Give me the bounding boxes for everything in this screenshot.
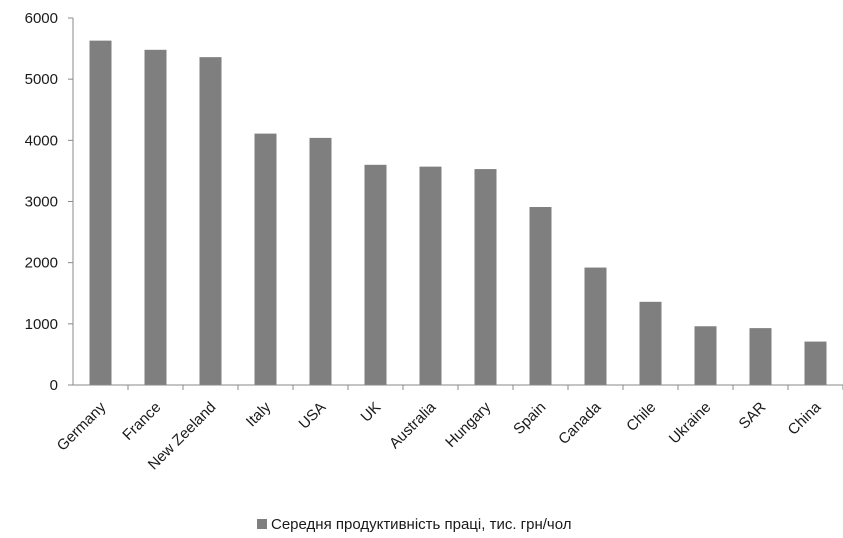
bar-germany bbox=[89, 40, 112, 386]
legend-swatch bbox=[257, 519, 267, 529]
x-category-label: USA bbox=[295, 399, 329, 433]
x-category-label: Ukraine bbox=[666, 399, 715, 448]
x-category-label: China bbox=[785, 398, 825, 438]
x-category-label: Canada bbox=[555, 398, 605, 448]
bar-australia bbox=[419, 166, 442, 385]
bar-canada bbox=[584, 267, 607, 385]
bar-hungary bbox=[474, 169, 497, 385]
y-tick-label: 6000 bbox=[25, 10, 58, 27]
bar-chile bbox=[639, 301, 662, 385]
bars bbox=[89, 40, 827, 386]
bar-new-zeeland bbox=[199, 57, 222, 385]
y-tick-label: 4000 bbox=[25, 132, 58, 149]
y-tick-label: 5000 bbox=[25, 71, 58, 88]
x-category-label: SAR bbox=[735, 399, 769, 433]
bar-china bbox=[804, 341, 827, 385]
bar-sar bbox=[749, 328, 772, 385]
x-category-label: France bbox=[119, 399, 164, 444]
y-tick-label: 0 bbox=[50, 377, 58, 394]
bar-ukraine bbox=[694, 326, 717, 385]
x-category-label: Australia bbox=[386, 398, 440, 452]
x-category-label: Germany bbox=[54, 398, 110, 454]
y-tick-label: 1000 bbox=[25, 316, 58, 333]
x-category-label: Spain bbox=[510, 399, 549, 438]
y-tick-label: 3000 bbox=[25, 194, 58, 211]
y-axis: 0 1000 2000 3000 4000 5000 6000 bbox=[25, 10, 74, 394]
x-category-label: UK bbox=[358, 399, 385, 426]
legend-label: Середня продуктивність праці, тис. грн/ч… bbox=[271, 516, 572, 533]
x-category-label: Italy bbox=[243, 398, 275, 430]
legend: Середня продуктивність праці, тис. грн/ч… bbox=[257, 516, 572, 533]
bar-spain bbox=[529, 207, 552, 385]
x-category-label: Hungary bbox=[442, 398, 494, 450]
bar-usa bbox=[309, 137, 332, 385]
bar-italy bbox=[254, 133, 277, 385]
bar-france bbox=[144, 49, 167, 385]
bar-uk bbox=[364, 164, 387, 385]
x-category-label: Chile bbox=[623, 399, 659, 435]
y-tick-label: 2000 bbox=[25, 255, 58, 272]
